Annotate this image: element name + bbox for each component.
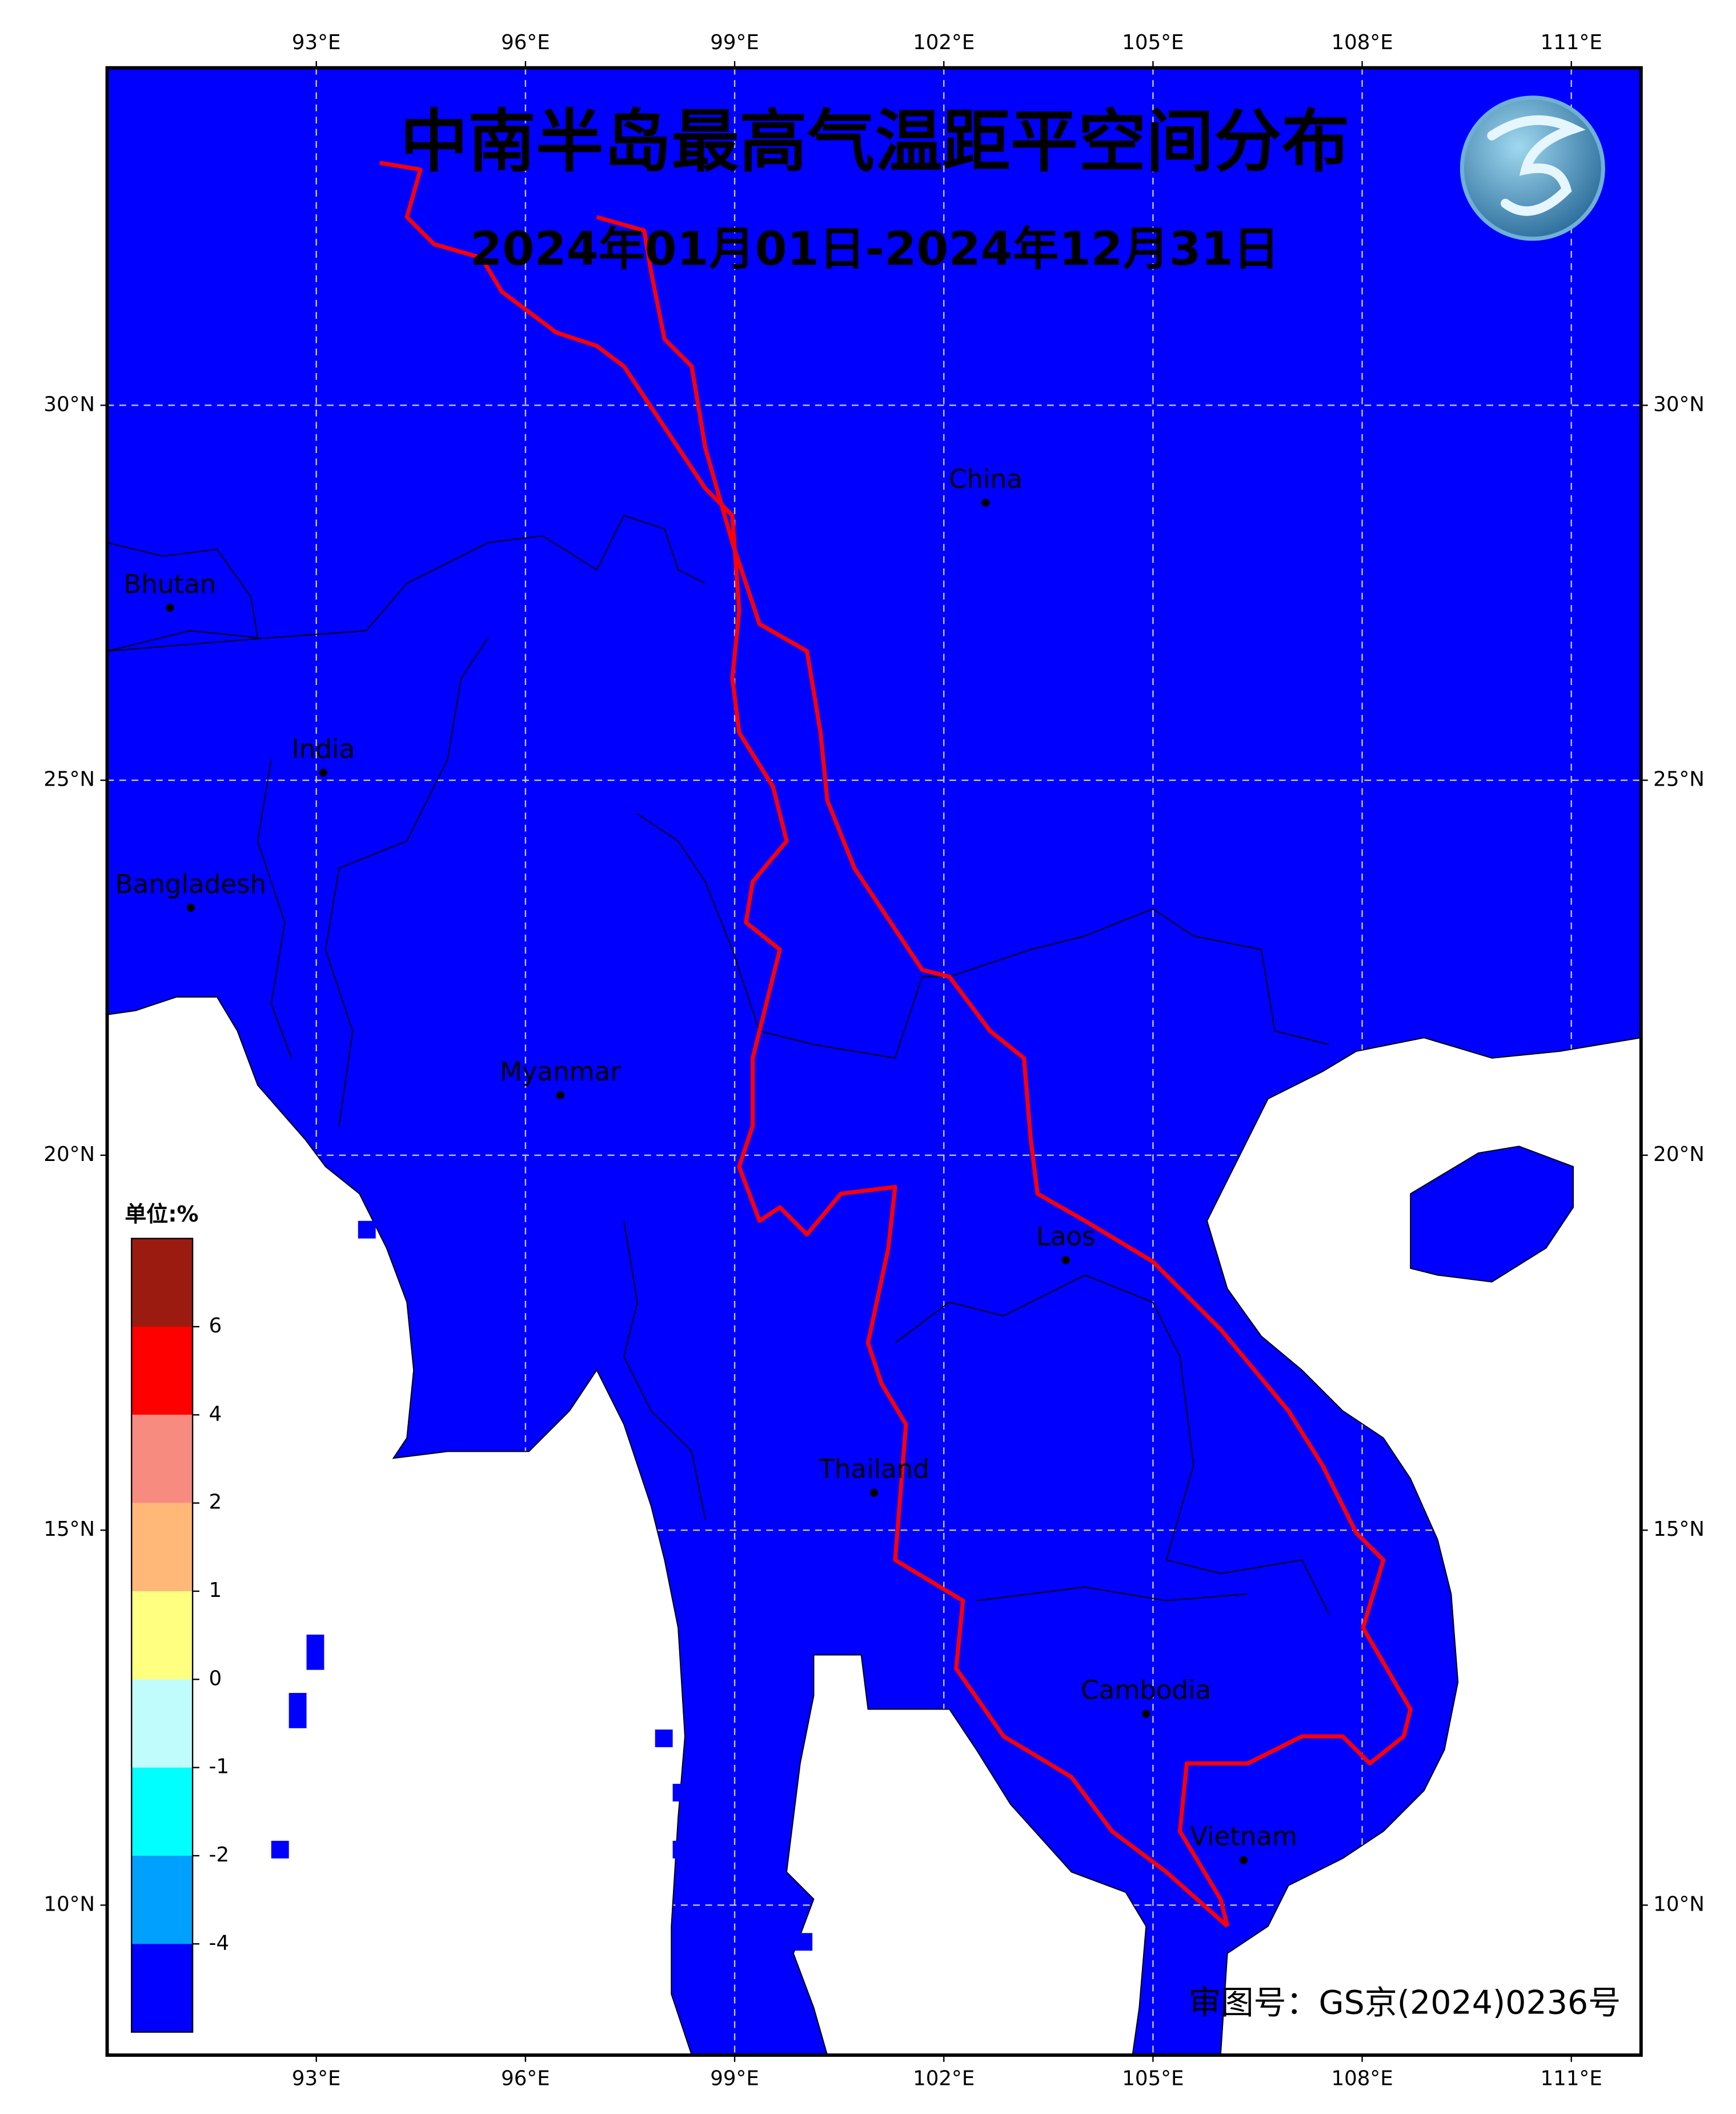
colorbar-tick-label: -4 xyxy=(209,1931,230,1955)
place-label: Laos xyxy=(1036,1222,1096,1252)
x-tick-label: 99°E xyxy=(710,2067,759,2091)
place-dot xyxy=(319,768,328,777)
place-label: Bhutan xyxy=(123,569,216,599)
x-tick-label: 99°E xyxy=(710,31,759,54)
x-tick-label: 105°E xyxy=(1122,31,1184,54)
axis-ticks: 93°E 93°E 96°E 96°E 99°E 99°E 102°E 102°E 105°E 1… xyxy=(43,31,1705,2091)
x-tick-label: 96°E xyxy=(501,2067,550,2091)
map-frame xyxy=(105,66,1643,2057)
y-tick-label: 15°N xyxy=(1653,1518,1705,1541)
colorbar-box xyxy=(131,1326,193,1415)
x-tick-label: 93°E xyxy=(292,31,341,54)
place-dot xyxy=(1142,1709,1150,1718)
colorbar-box xyxy=(131,1767,193,1856)
sea xyxy=(1206,1037,1641,2055)
island xyxy=(271,1840,289,1859)
x-tick-label: 111°E xyxy=(1541,2067,1602,2091)
place-label: Myanmar xyxy=(500,1056,621,1087)
x-tick-label: 102°E xyxy=(913,31,975,54)
colorbar-box xyxy=(131,1591,193,1680)
subtitle: 2024年01月01日-2024年12月31日 xyxy=(470,223,1279,277)
country-border xyxy=(379,161,1413,1928)
hainan-island xyxy=(1410,1146,1574,1283)
island xyxy=(358,1220,376,1239)
y-tick-label: 20°N xyxy=(43,1143,95,1166)
place-label: Vietnam xyxy=(1190,1821,1297,1852)
colorbar-box xyxy=(131,1944,193,2032)
colorbar-tick-label: 0 xyxy=(209,1667,222,1690)
place-dot xyxy=(870,1488,879,1497)
map-area: China Bhutan India Bangladesh Myanmar Laos Tha… xyxy=(107,67,1641,2055)
place-dot xyxy=(166,603,174,612)
y-tick-label: 20°N xyxy=(1653,1143,1705,1166)
island xyxy=(795,1933,813,1951)
colorbar-tick-label: 2 xyxy=(209,1491,222,1514)
island xyxy=(288,1693,307,1728)
y-tick-label: 30°N xyxy=(43,393,95,416)
x-tick-label: 108°E xyxy=(1331,2067,1393,2091)
y-tick-label: 25°N xyxy=(43,768,95,791)
place-dot xyxy=(556,1091,565,1100)
place-label: India xyxy=(292,734,355,764)
place-label: Thailand xyxy=(818,1454,929,1484)
sea xyxy=(786,1654,1147,2055)
island xyxy=(655,1729,673,1748)
colorbar-frame xyxy=(131,1238,194,2033)
sea xyxy=(107,996,692,2055)
x-tick-label: 102°E xyxy=(913,2067,975,2091)
grid xyxy=(107,67,1641,2055)
colorbar-box xyxy=(131,1238,193,1327)
title: 中南半岛最高气温距平空间分布 xyxy=(400,102,1349,181)
colorbar-box xyxy=(131,1855,193,1944)
approval-number: 审图号：GS京(2024)0236号 xyxy=(1189,1984,1621,2022)
colorbar-tick-label: -1 xyxy=(209,1755,230,1779)
colorbar-box xyxy=(131,1503,193,1591)
colorbar-box xyxy=(131,1679,193,1768)
island xyxy=(672,1784,691,1801)
island xyxy=(306,1634,324,1670)
logo xyxy=(1460,95,1605,241)
colorbar-box xyxy=(131,1415,193,1503)
place-dot xyxy=(981,498,990,507)
x-tick-label: 105°E xyxy=(1122,2067,1184,2091)
place-label: China xyxy=(949,464,1023,494)
y-tick-label: 10°N xyxy=(1653,1892,1705,1916)
colorbar-tick-label: 1 xyxy=(209,1579,222,1602)
colorbar-unit: 单位:% xyxy=(125,1202,198,1227)
x-tick-label: 111°E xyxy=(1541,31,1602,54)
place-dot xyxy=(186,903,195,912)
y-tick-label: 30°N xyxy=(1653,393,1705,416)
x-tick-label: 93°E xyxy=(292,2067,341,2091)
island xyxy=(672,1840,691,1859)
place-dot xyxy=(1061,1256,1070,1264)
x-tick-label: 108°E xyxy=(1331,31,1393,54)
places: China Bhutan India Bangladesh Myanmar Laos Tha… xyxy=(115,464,1297,1864)
place-label: Cambodia xyxy=(1081,1675,1211,1705)
colorbar-tick-label: 4 xyxy=(209,1402,222,1426)
y-tick-label: 15°N xyxy=(43,1518,95,1541)
y-tick-label: 25°N xyxy=(1653,768,1705,791)
colorbar-tick-label: -2 xyxy=(209,1843,230,1867)
colorbar: 单位:% 6 4 2 1 0 -1 -2 -4 xyxy=(125,1202,230,2033)
y-tick-label: 10°N xyxy=(43,1892,95,1916)
place-label: Bangladesh xyxy=(115,869,266,899)
x-tick-label: 96°E xyxy=(501,31,550,54)
place-dot xyxy=(1239,1856,1248,1864)
colorbar-tick-label: 6 xyxy=(209,1314,222,1338)
